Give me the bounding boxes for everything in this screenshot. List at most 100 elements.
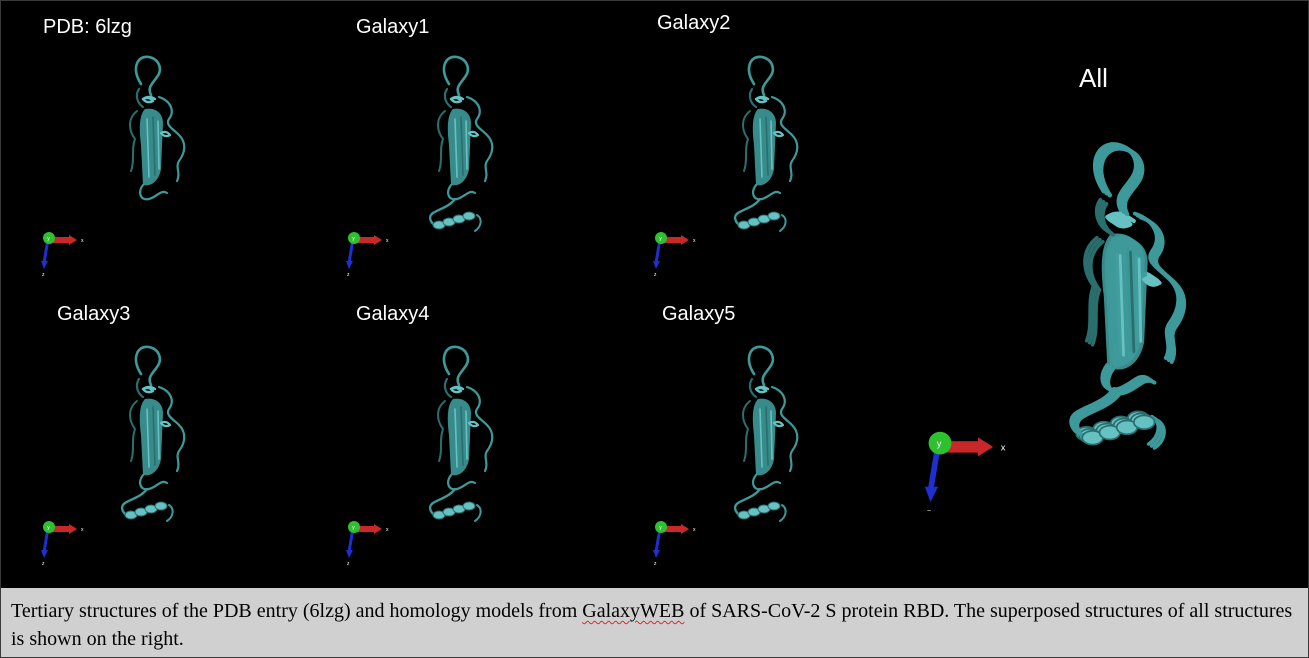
ribbon-tail-end (779, 214, 787, 232)
axes-group: y x z (346, 232, 389, 278)
superposed-model (1075, 146, 1187, 450)
ribbon-tail-end (474, 214, 482, 232)
axis-indicator-galaxy1: y x z (346, 232, 389, 278)
ribbon-strand (157, 410, 160, 460)
ribbon-coil (748, 377, 758, 399)
panel-label-all: All (1079, 63, 1108, 93)
ribbon-strand (157, 120, 160, 170)
ribbon-helix (467, 420, 480, 428)
panel-label-galaxy5: Galaxy5 (662, 303, 736, 325)
axis-z-head (346, 261, 353, 269)
ribbon-lower-coil (447, 473, 477, 491)
axis-x-label: x (386, 527, 389, 533)
ribbon-tail-helix-turn (462, 211, 476, 221)
axis-indicator-galaxy3: y x z (41, 521, 84, 567)
axis-z-head (346, 550, 353, 558)
panel-label-galaxy2: Galaxy2 (657, 12, 731, 34)
protein-structure-galaxy5 (733, 345, 799, 522)
axis-x-bar (51, 526, 69, 532)
ribbon-strand (1129, 250, 1136, 354)
axis-y-ball (348, 232, 360, 244)
caption-spellcheck-word: GalaxyWEB (582, 600, 685, 622)
axes-group: y x z (653, 521, 696, 567)
ribbon-side-coil (1138, 215, 1187, 364)
ribbon-tail-helix-turn (767, 211, 781, 221)
axis-z-head (653, 261, 660, 269)
ribbon-group (428, 55, 494, 232)
axis-x-label: x (81, 527, 84, 533)
axis-z-head (41, 550, 48, 558)
axes-group: y x z (41, 232, 84, 278)
ribbon-strand (152, 116, 156, 176)
ribbon-helix (449, 385, 465, 394)
axis-x-head (69, 235, 77, 245)
axis-x-bar (51, 237, 69, 243)
ribbon-strand (465, 410, 468, 460)
ribbon-helix (159, 420, 172, 428)
ribbon-strand (765, 116, 769, 176)
ribbon-strand (1118, 254, 1125, 357)
ribbon-group (120, 345, 186, 522)
caption-text: Tertiary structures of the PDB entry (6l… (1, 588, 1308, 653)
axis-indicator-galaxy4: y x z (346, 521, 389, 567)
ribbon-strand (759, 408, 763, 468)
ribbon-left-coil (437, 400, 446, 462)
ribbon-strand (146, 118, 150, 178)
figure-caption: Tertiary structures of the PDB entry (6l… (1, 588, 1308, 657)
ribbon-strand (454, 118, 458, 178)
ribbon-top-loop (442, 55, 470, 97)
caption-part-2: of SARS-CoV-2 S protein RBD. The superpo… (11, 600, 1293, 650)
ribbon-beta-sheet (1107, 237, 1148, 370)
ribbon-beta-sheet (752, 398, 776, 476)
axis-x-label: x (386, 238, 389, 244)
ribbon-strand (759, 118, 763, 178)
axis-x-label: x (693, 238, 696, 244)
axis-z-label: z (42, 561, 45, 567)
axis-y-label: y (47, 236, 50, 242)
axis-indicator-all: y x z (924, 431, 1006, 511)
axis-y-label: y (659, 525, 662, 531)
ribbon-lower-coil (139, 473, 169, 491)
molecular-viewer: PDB: 6lzg Galaxy1 Galaxy2 Galaxy3 Galaxy… (1, 1, 1308, 588)
ribbon-top-loop (442, 345, 470, 387)
axis-z-label: z (347, 561, 350, 567)
axis-z-label: z (927, 507, 932, 511)
axis-y-ball (655, 232, 667, 244)
ribbon-tail-helix-turn (767, 501, 781, 511)
ribbon-group (733, 55, 799, 232)
axis-x-head (681, 235, 689, 245)
panel-label-galaxy1: Galaxy1 (356, 16, 430, 38)
axis-indicator-galaxy2: y x z (653, 232, 696, 278)
ribbon-coil (1100, 201, 1116, 237)
axis-y-label: y (937, 439, 942, 450)
axis-y-ball (655, 521, 667, 533)
ribbon-coil (443, 377, 453, 399)
ribbon-tail-end (166, 504, 174, 522)
protein-structure-galaxy1 (428, 55, 494, 232)
axis-x-bar (663, 526, 681, 532)
ribbon-helix (141, 385, 157, 394)
axis-x-bar (943, 441, 978, 453)
axis-x-bar (663, 237, 681, 243)
ribbon-lower-coil (447, 183, 477, 201)
ribbon-side-coil (157, 385, 186, 473)
ribbon-group (129, 55, 186, 201)
ribbon-group (1075, 146, 1187, 450)
ribbon-left-coil (742, 400, 751, 462)
ribbon-helix (754, 385, 770, 394)
ribbon-beta-sheet (139, 398, 163, 476)
ribbon-side-coil (157, 95, 186, 183)
ribbon-coil (443, 87, 453, 109)
ribbon-beta-sheet (447, 108, 471, 186)
ribbon-side-coil (770, 95, 799, 183)
protein-structure-pdb (129, 55, 186, 201)
ribbon-helix (467, 130, 480, 138)
axes-group: y x z (653, 232, 696, 278)
axes-group: y x z (41, 521, 84, 567)
ribbon-beta-sheet (139, 108, 163, 186)
ribbon-tail-helix-turn (154, 501, 168, 511)
panel-label-galaxy4: Galaxy4 (356, 303, 430, 325)
ribbon-left-coil (742, 110, 751, 172)
ribbon-strand (460, 116, 464, 176)
